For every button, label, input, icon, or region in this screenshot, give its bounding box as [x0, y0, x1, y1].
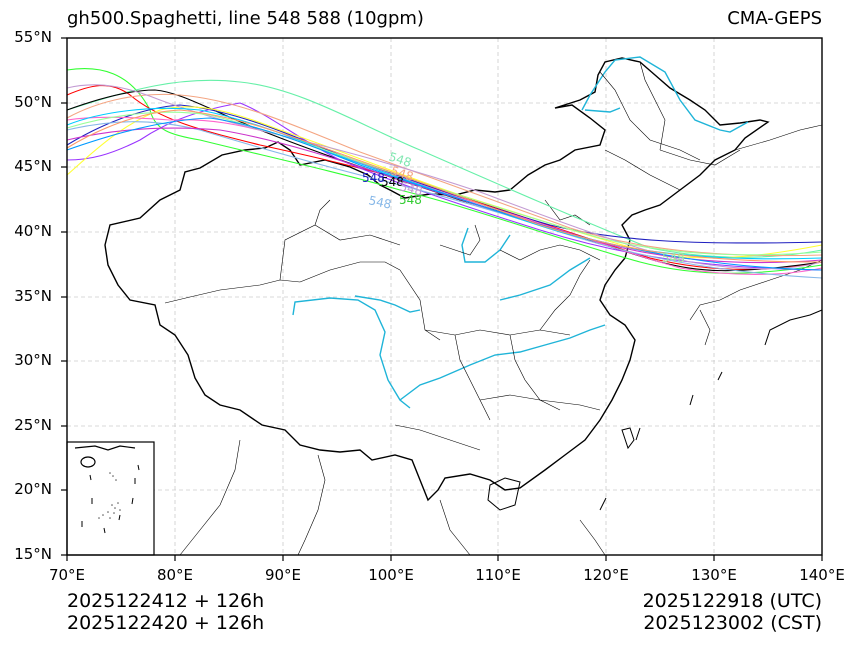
- model-name: CMA-GEPS: [727, 8, 822, 29]
- init-time-utc: 2025122412 + 126h: [67, 590, 265, 612]
- lat-tick: 55°N: [14, 28, 52, 46]
- contour-548-lines: [66, 68, 823, 279]
- valid-time-cst: 2025123002 (CST): [643, 612, 822, 634]
- lat-tick: 35°N: [14, 287, 52, 305]
- valid-time-utc: 2025122918 (UTC): [642, 590, 822, 612]
- contour-label: 548: [398, 179, 424, 198]
- lon-tick: 120°E: [583, 566, 629, 584]
- lat-tick: 45°N: [14, 157, 52, 175]
- contour-labels: 548 548 548 548 548 548 548 548: [362, 150, 685, 265]
- contour-label: 548: [367, 193, 392, 211]
- rivers: [292, 56, 749, 409]
- lon-tick: 80°E: [156, 566, 194, 584]
- gridlines: [67, 38, 822, 555]
- contour-label: 548: [399, 193, 422, 207]
- chart-title: gh500.Spaghetti, line 548 588 (10gpm): [67, 8, 424, 29]
- lon-tick: 130°E: [691, 566, 737, 584]
- init-time: 2025122412 + 126h 2025122420 + 126h: [67, 590, 264, 634]
- lat-tick: 40°N: [14, 222, 52, 240]
- lon-tick: 90°E: [264, 566, 302, 584]
- contour-label: 548: [381, 175, 404, 189]
- inset-map: [66, 441, 155, 556]
- valid-time: 2025122918 (UTC) 2025123002 (CST): [643, 590, 822, 634]
- lat-tick: 15°N: [14, 545, 52, 563]
- lon-tick: 100°E: [368, 566, 414, 584]
- contour-label: 548: [389, 164, 415, 184]
- lon-tick: 140°E: [799, 566, 845, 584]
- contour-label: 548: [362, 171, 385, 185]
- contour-label: 548: [387, 150, 413, 170]
- init-time-cst: 2025122420 + 126h: [67, 612, 265, 634]
- lon-tick: 70°E: [48, 566, 86, 584]
- lat-tick: 20°N: [14, 480, 52, 498]
- contour-label: 548: [662, 251, 685, 265]
- province-borders: [164, 61, 823, 556]
- country-borders: [104, 57, 770, 511]
- axes-frame: [61, 37, 823, 561]
- lat-tick: 50°N: [14, 93, 52, 111]
- coastline-fragments: [599, 309, 823, 511]
- lat-tick: 30°N: [14, 351, 52, 369]
- lon-tick: 110°E: [475, 566, 521, 584]
- lat-tick: 25°N: [14, 416, 52, 434]
